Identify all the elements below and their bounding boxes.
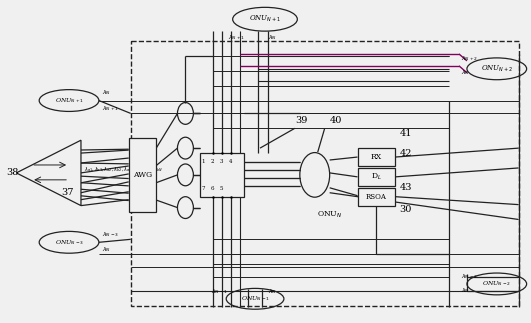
Text: $\lambda_{N+2}$: $\lambda_{N+2}$: [461, 55, 478, 63]
Text: 3: 3: [219, 159, 223, 163]
Text: ONU$_{N-1}$: ONU$_{N-1}$: [241, 294, 270, 303]
Text: 4: 4: [228, 159, 232, 163]
Text: D$_L$: D$_L$: [371, 172, 382, 182]
Text: ONU$_{N+1}$: ONU$_{N+1}$: [55, 96, 83, 105]
Text: 5: 5: [219, 186, 223, 191]
Text: $\lambda_{N-2}$: $\lambda_{N-2}$: [461, 273, 478, 281]
Text: ONU$_{N-2}$: ONU$_{N-2}$: [482, 279, 511, 288]
Text: $\lambda_{N+1}$: $\lambda_{N+1}$: [102, 104, 119, 113]
Text: $\lambda_{a1},\lambda_{b1},\lambda_{a2},\lambda_{b2},\lambda_{a3},\lambda_{b3},\: $\lambda_{a1},\lambda_{b1},\lambda_{a2},…: [84, 165, 163, 174]
Text: 1: 1: [202, 159, 205, 163]
Text: $\lambda_N$: $\lambda_N$: [268, 287, 277, 296]
Text: $\lambda_N$: $\lambda_N$: [102, 245, 111, 254]
Text: 38: 38: [6, 168, 19, 177]
Text: $\lambda_N$: $\lambda_N$: [268, 33, 277, 42]
Bar: [129, 138, 156, 212]
Text: ONU$_N$: ONU$_N$: [317, 209, 342, 220]
Text: 41: 41: [399, 129, 412, 138]
Text: ONU$_{N+1}$: ONU$_{N+1}$: [249, 14, 281, 24]
Text: AWG: AWG: [133, 171, 152, 179]
Text: 43: 43: [399, 183, 412, 192]
Text: ONU$_{N-3}$: ONU$_{N-3}$: [55, 238, 83, 247]
Text: 2: 2: [210, 159, 214, 163]
Text: $\lambda_{N+1}$: $\lambda_{N+1}$: [228, 33, 245, 42]
Bar: [200, 153, 244, 197]
Text: 30: 30: [399, 205, 412, 214]
Text: RX: RX: [371, 153, 382, 161]
Text: 7: 7: [202, 186, 205, 191]
Text: $\lambda_N$: $\lambda_N$: [461, 68, 470, 77]
Text: 42: 42: [399, 149, 412, 158]
Text: ONU$_{N+2}$: ONU$_{N+2}$: [481, 64, 513, 74]
Bar: [357, 148, 395, 166]
Text: $\lambda_{N-3}$: $\lambda_{N-3}$: [102, 230, 119, 239]
Text: $\lambda_{N-1}$: $\lambda_{N-1}$: [211, 287, 228, 296]
Text: 6: 6: [210, 186, 214, 191]
Text: 39: 39: [295, 116, 307, 125]
Bar: [357, 188, 395, 206]
Bar: [357, 168, 395, 186]
Text: 37: 37: [61, 188, 74, 197]
Bar: [131, 41, 519, 306]
Text: 40: 40: [330, 116, 342, 125]
Text: $\lambda_N$: $\lambda_N$: [461, 287, 470, 295]
Text: RSOA: RSOA: [366, 193, 387, 201]
Text: $\lambda_N$: $\lambda_N$: [102, 88, 111, 97]
